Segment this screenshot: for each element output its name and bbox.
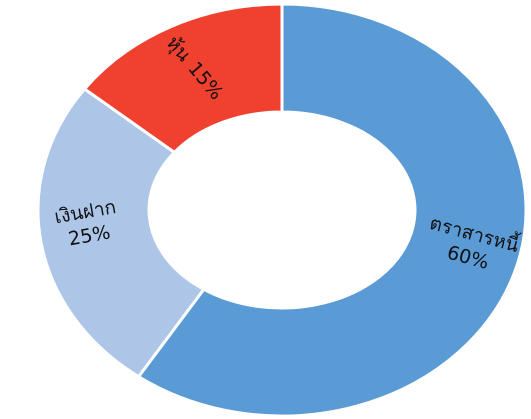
donut-slice bbox=[82, 2, 284, 155]
donut-slice bbox=[136, 2, 528, 418]
donut-slice bbox=[36, 86, 207, 379]
